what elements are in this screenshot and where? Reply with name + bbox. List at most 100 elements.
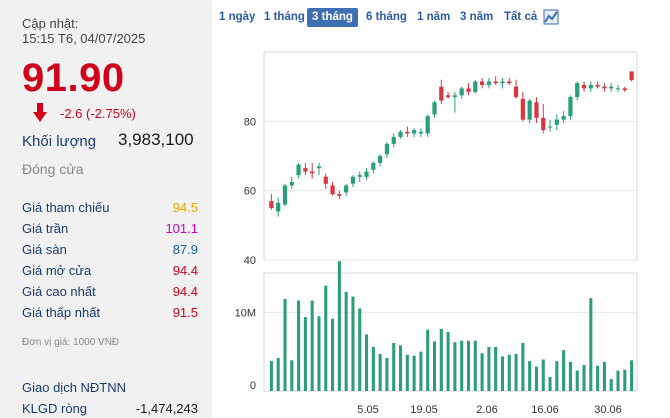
chart-expand-icon[interactable] <box>543 9 559 25</box>
volume-bar <box>337 261 341 391</box>
price-change: -2.6 (-2.75%) <box>60 106 136 121</box>
tab-all[interactable]: Tất cả <box>504 11 538 23</box>
volume-bar <box>609 379 613 391</box>
net-volume-label: KLGD ròng <box>22 401 88 416</box>
tab-6-months[interactable]: 6 tháng <box>366 11 407 23</box>
y-tick-label: 60 <box>244 186 256 198</box>
volume-bar <box>351 296 355 391</box>
volume-bar <box>439 328 443 391</box>
candle-body <box>602 86 607 89</box>
candle-body <box>296 164 301 176</box>
candle-body <box>561 116 566 120</box>
candle-body <box>330 185 335 195</box>
candle-body <box>507 81 512 84</box>
stat-label: Giá trần <box>22 221 69 236</box>
foreign-trading-label: Giao dịch NĐTNN <box>22 380 127 395</box>
current-price: 91.90 <box>22 56 125 100</box>
tab-1-day[interactable]: 1 ngày <box>219 11 256 23</box>
candle-body <box>289 182 294 186</box>
volume-bar <box>507 354 511 391</box>
candle-body <box>282 185 288 205</box>
candle-body <box>445 95 451 98</box>
tab-3-years[interactable]: 3 năm <box>460 11 494 23</box>
candle-body <box>269 201 274 208</box>
candle-body <box>622 88 627 91</box>
stat-label: Giá mở cửa <box>22 263 92 278</box>
candle-body <box>473 81 478 92</box>
candle-body <box>378 156 383 163</box>
candle-body <box>486 81 491 85</box>
candlestick-volume-chart: 40 60 80 0 10M 5.05 19.05 2.06 16.06 30.06 <box>235 51 638 416</box>
stat-row-floor: Giá sàn 87.9 <box>22 242 198 262</box>
volume-label: Khối lượng <box>22 133 97 150</box>
price-unit-note: Đơn vị giá: 1000 VNĐ <box>22 337 120 348</box>
candle-body <box>629 71 634 81</box>
tab-3-months[interactable]: 3 tháng <box>307 8 358 27</box>
volume-bar <box>385 357 389 391</box>
volume-bar <box>303 317 307 391</box>
candle-body <box>500 81 505 84</box>
candle-body <box>303 168 308 172</box>
candle-body <box>371 162 376 170</box>
volume-bar <box>344 291 348 391</box>
volume-bar <box>596 365 600 391</box>
volume-bar <box>392 343 396 391</box>
volume-bar <box>269 361 273 391</box>
candle-body <box>405 131 410 134</box>
volume-tick-label: 0 <box>250 380 256 392</box>
tab-1-year[interactable]: 1 năm <box>417 11 451 23</box>
candle-body <box>588 84 593 89</box>
stat-value: 91.5 <box>172 305 198 320</box>
volume-bar <box>432 341 437 391</box>
volume-bar <box>460 340 464 391</box>
tab-1-month[interactable]: 1 tháng <box>264 11 305 23</box>
candle-body <box>513 86 519 98</box>
y-tick-label: 80 <box>244 116 256 128</box>
volume-bar <box>317 316 321 391</box>
stat-row-open: Giá mở cửa 94.4 <box>22 263 198 283</box>
candle-body <box>547 126 553 128</box>
volume-bar <box>398 345 403 391</box>
candle-body <box>520 98 525 120</box>
volume-bar <box>623 369 627 391</box>
volume-bar <box>324 285 328 391</box>
volume-bar <box>378 354 382 391</box>
volume-bar <box>419 351 423 391</box>
volume-bar <box>297 300 301 391</box>
volume-bar <box>487 346 491 391</box>
candle-body <box>439 86 444 101</box>
volume-bar <box>521 343 525 391</box>
volume-bar <box>310 300 314 391</box>
volume-bar <box>276 357 280 391</box>
volume-bar <box>426 329 430 391</box>
updated-label: Cập nhật: <box>22 16 79 31</box>
volume-bar <box>616 370 620 391</box>
volume-bar <box>500 356 505 391</box>
stat-label: Giá cao nhất <box>22 284 96 299</box>
candle-body <box>609 86 614 89</box>
candle-body <box>316 166 322 169</box>
stat-row-reference: Giá tham chiếu 94.5 <box>22 200 198 220</box>
volume-bar <box>589 298 593 391</box>
y-tick-label: 40 <box>244 255 256 267</box>
candle-body <box>344 185 349 193</box>
volume-tick-label: 10M <box>235 307 256 319</box>
candle-body <box>568 97 573 117</box>
candle-body <box>615 88 621 90</box>
candle-body <box>412 130 417 134</box>
volume-bar <box>562 350 566 391</box>
volume-bar <box>412 355 416 391</box>
price-chart: 40 60 80 0 10M 5.05 19.05 2.06 16.06 30.06 <box>212 30 670 418</box>
stock-summary-panel: Cập nhật: 15:15 T6, 04/07/2025 91.90 -2.… <box>0 0 212 418</box>
stat-row-low: Giá thấp nhất 91.5 <box>22 305 198 325</box>
volume-bar <box>331 318 335 391</box>
candle-body <box>459 88 464 96</box>
close-status: Đóng cửa <box>22 161 84 177</box>
stat-label: Giá tham chiếu <box>22 200 110 215</box>
down-arrow-icon <box>33 103 47 122</box>
candle-body <box>337 194 342 196</box>
stat-label: Giá sàn <box>22 242 67 257</box>
volume-bar <box>602 361 606 391</box>
volume-bar <box>568 361 572 391</box>
volume-bar <box>528 361 532 391</box>
